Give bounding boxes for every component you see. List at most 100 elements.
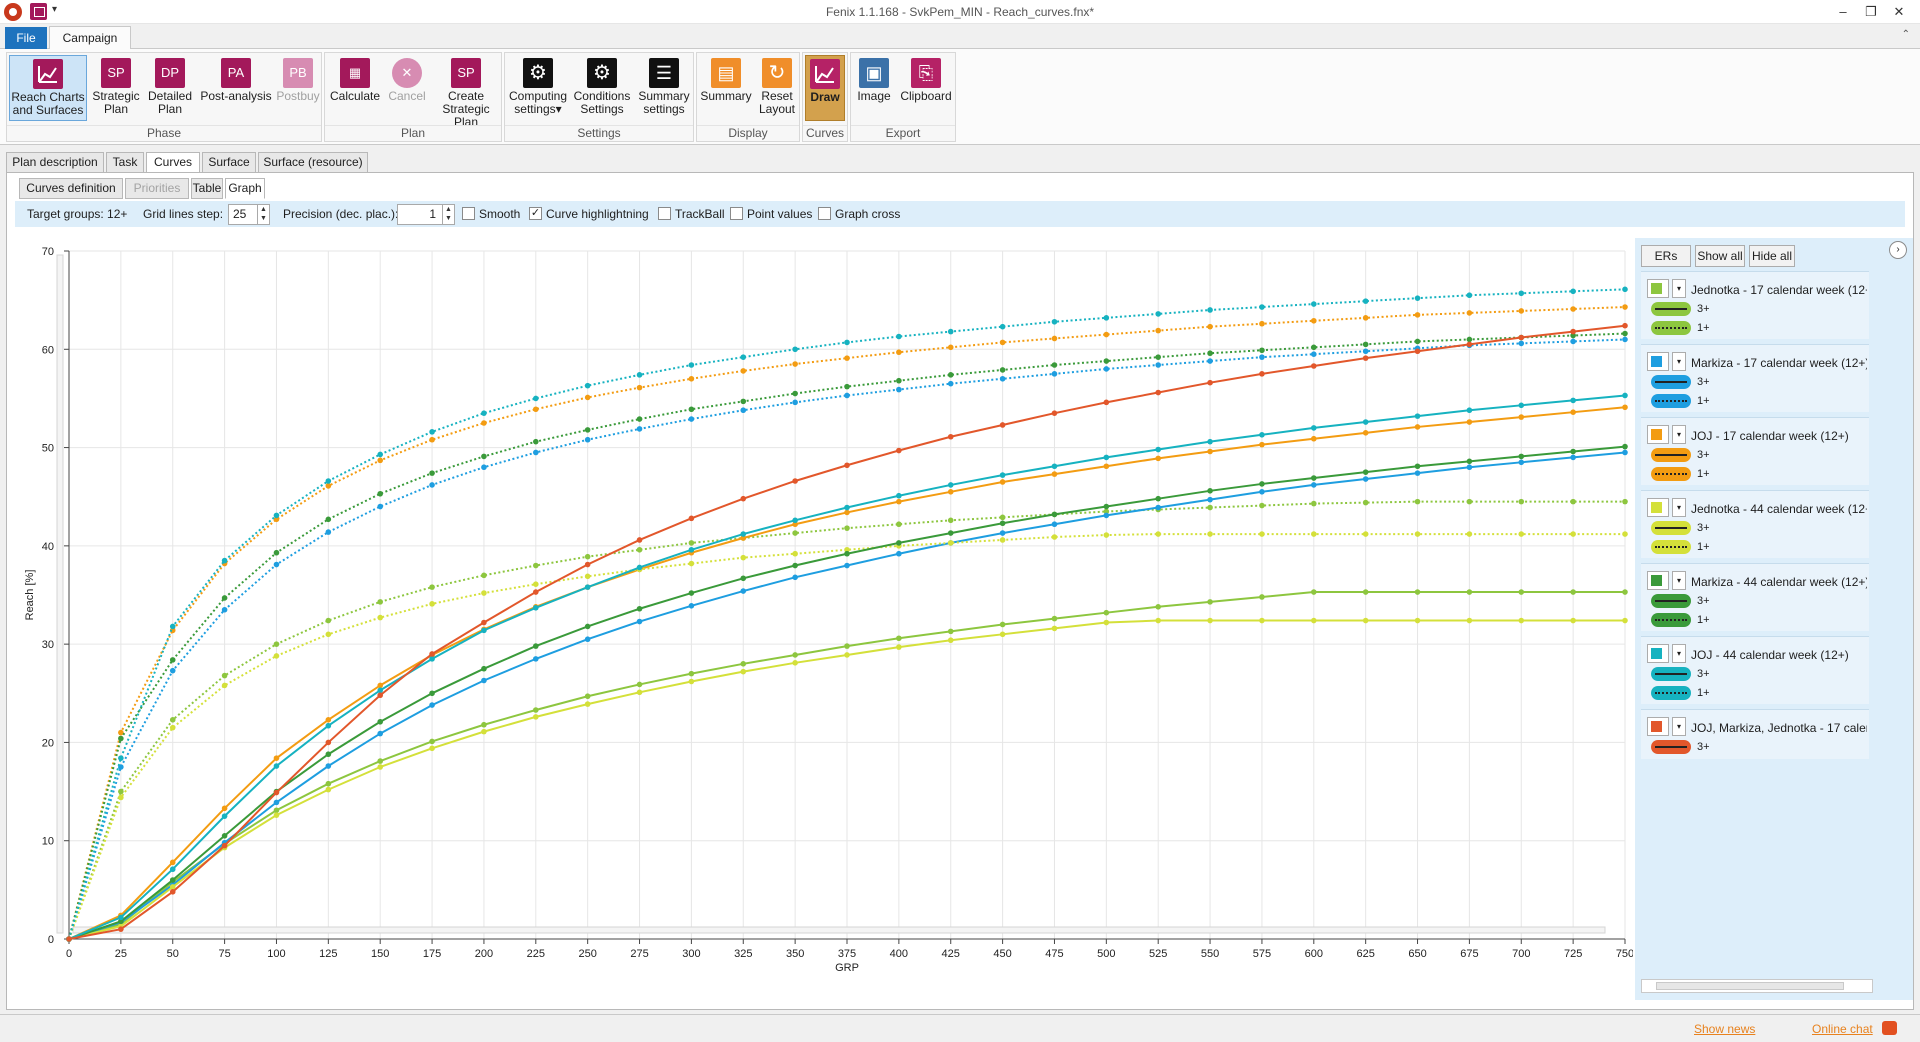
data-point — [533, 656, 539, 662]
x-tick-label: 550 — [1201, 948, 1219, 960]
legend-line-style[interactable] — [1651, 302, 1691, 316]
spinner-arrows-icon[interactable]: ▲ ▼ — [442, 205, 454, 224]
export-image-button[interactable]: ▣ Image — [853, 55, 895, 121]
export-clipboard-button[interactable]: ⎘ Clipboard — [897, 55, 955, 121]
file-tab[interactable]: File — [5, 27, 47, 49]
legend-line-style[interactable] — [1651, 321, 1691, 335]
legend-group[interactable]: ▾ JOJ, Markiza, Jednotka - 17 calendar we… — [1641, 709, 1869, 759]
button-label: Layout — [758, 102, 796, 116]
legend-line-style[interactable] — [1651, 740, 1691, 754]
maximize-button[interactable]: ❐ — [1865, 4, 1877, 19]
data-point — [999, 621, 1006, 628]
legend-line-style[interactable] — [1651, 448, 1691, 462]
legend-line-style[interactable] — [1651, 540, 1691, 554]
collapse-ribbon-icon[interactable]: ⌃ — [1901, 29, 1910, 40]
reset-layout-button[interactable]: ↻ Reset Layout — [755, 55, 799, 121]
tab-plan-description[interactable]: Plan description — [6, 152, 104, 173]
tab-priorities[interactable]: Priorities — [125, 178, 189, 199]
summary-button[interactable]: ▤ Summary — [699, 55, 753, 121]
legend-group[interactable]: ▾ Jednotka - 17 calendar week (12+) 3+ 1+ — [1641, 271, 1869, 339]
reach-charts-button[interactable]: Reach Charts and Surfaces — [9, 55, 87, 121]
legend-group[interactable]: ▾ JOJ - 17 calendar week (12+) 3+ 1+ — [1641, 417, 1869, 485]
reach-chart[interactable]: 0 25 50 75 100 125 150 175 200 225 250 275 300 325 350… — [15, 229, 1633, 1007]
detailed-plan-button[interactable]: DP Detailed Plan — [145, 55, 195, 121]
horizontal-scrollbar[interactable] — [72, 926, 1606, 934]
chat-icon[interactable] — [1882, 1021, 1897, 1035]
grid-step-input[interactable]: 25 ▲ ▼ — [228, 204, 270, 225]
conditions-settings-button[interactable]: ⚙ Conditions Settings — [571, 55, 633, 121]
campaign-tab[interactable]: Campaign — [49, 26, 131, 50]
online-chat-link[interactable]: Online chat — [1812, 1022, 1873, 1036]
color-swatch-button[interactable] — [1647, 425, 1669, 444]
chevron-down-icon[interactable]: ▾ — [1672, 352, 1686, 371]
legend-line-style[interactable] — [1651, 467, 1691, 481]
legend-line-style[interactable] — [1651, 521, 1691, 535]
hide-all-button[interactable]: Hide all — [1749, 245, 1795, 267]
data-point — [273, 516, 280, 523]
draw-button[interactable]: Draw — [805, 55, 845, 121]
chevron-down-icon[interactable]: ▾ — [1672, 279, 1686, 298]
scrollbar-thumb[interactable] — [1656, 982, 1844, 990]
close-button[interactable]: ✕ — [1893, 4, 1905, 19]
data-point — [325, 717, 332, 723]
ers-only-button[interactable]: ERs only — [1641, 245, 1691, 283]
point-values-checkbox[interactable] — [730, 207, 743, 220]
tab-curves[interactable]: Curves — [146, 152, 200, 173]
data-point — [169, 623, 176, 630]
legend-line-style[interactable] — [1651, 375, 1691, 389]
computing-settings-button[interactable]: ⚙ Computing settings▾ — [507, 55, 569, 121]
trackball-checkbox[interactable] — [658, 207, 671, 220]
legend-line-style[interactable] — [1651, 594, 1691, 608]
post-analysis-button[interactable]: PA Post-analysis — [199, 55, 273, 121]
cancel-button[interactable]: ✕ Cancel — [385, 55, 429, 121]
legend-line-style[interactable] — [1651, 394, 1691, 408]
postbuy-button[interactable]: PB Postbuy — [275, 55, 321, 121]
legend-group[interactable]: ▾ Markiza - 44 calendar week (12+) 3+ 1+ — [1641, 563, 1869, 631]
grid-step-value: 25 — [233, 207, 247, 221]
quick-access-save-icon[interactable] — [30, 3, 47, 20]
tab-graph[interactable]: Graph — [225, 178, 265, 199]
chevron-right-icon[interactable]: › — [1889, 241, 1907, 259]
data-point — [947, 482, 954, 488]
reach-chart-svg[interactable]: 0 25 50 75 100 125 150 175 200 225 250 275 300 325 350… — [15, 229, 1633, 1007]
minimize-button[interactable]: – — [1839, 4, 1847, 19]
data-point — [740, 661, 747, 667]
curve-highlight-checkbox[interactable]: ✓ — [529, 207, 542, 220]
tab-curves-definition[interactable]: Curves definition — [19, 178, 123, 199]
graph-cross-checkbox[interactable] — [818, 207, 831, 220]
legend-group[interactable]: ▾ Jednotka - 44 calendar week (12+) 3+ 1+ — [1641, 490, 1869, 558]
chevron-down-icon[interactable]: ▾ — [1672, 717, 1686, 736]
summary-settings-button[interactable]: ☰ Summary settings — [635, 55, 693, 121]
smooth-checkbox[interactable] — [462, 207, 475, 220]
quick-access-chevron-down-icon[interactable]: ▾ — [52, 4, 58, 15]
tab-task[interactable]: Task — [106, 152, 144, 173]
color-swatch-button[interactable] — [1647, 279, 1669, 298]
color-swatch-button[interactable] — [1647, 717, 1669, 736]
vertical-scrollbar[interactable] — [56, 254, 64, 934]
strategic-plan-button[interactable]: SP Strategic Plan — [91, 55, 141, 121]
tab-surface[interactable]: Surface — [202, 152, 256, 173]
calculate-button[interactable]: ▦ Calculate — [327, 55, 383, 121]
tab-surface-resource[interactable]: Surface (resource) — [258, 152, 368, 173]
color-swatch-button[interactable] — [1647, 644, 1669, 663]
create-strategic-plan-button[interactable]: SP Create Strategic Plan — [431, 55, 501, 129]
tab-table[interactable]: Table — [191, 178, 223, 199]
chevron-down-icon[interactable]: ▾ — [1672, 425, 1686, 444]
show-all-button[interactable]: Show all — [1695, 245, 1745, 267]
chevron-down-icon[interactable]: ▾ — [1672, 498, 1686, 517]
legend-line-style[interactable] — [1651, 667, 1691, 681]
legend-line-style[interactable] — [1651, 686, 1691, 700]
legend-scrollbar[interactable] — [1641, 979, 1873, 993]
legend-group[interactable]: ▾ JOJ - 44 calendar week (12+) 3+ 1+ — [1641, 636, 1869, 704]
show-news-link[interactable]: Show news — [1694, 1022, 1756, 1036]
chevron-down-icon[interactable]: ▾ — [1672, 644, 1686, 663]
legend-group[interactable]: ▾ Markiza - 17 calendar week (12+) 3+ 1+ — [1641, 344, 1869, 412]
spinner-arrows-icon[interactable]: ▲ ▼ — [257, 205, 269, 224]
color-swatch-button[interactable] — [1647, 498, 1669, 517]
color-swatch-button[interactable] — [1647, 571, 1669, 590]
button-label: Strategic — [92, 89, 140, 103]
precision-input[interactable]: 1 ▲ ▼ — [397, 204, 455, 225]
chevron-down-icon[interactable]: ▾ — [1672, 571, 1686, 590]
legend-line-style[interactable] — [1651, 613, 1691, 627]
color-swatch-button[interactable] — [1647, 352, 1669, 371]
